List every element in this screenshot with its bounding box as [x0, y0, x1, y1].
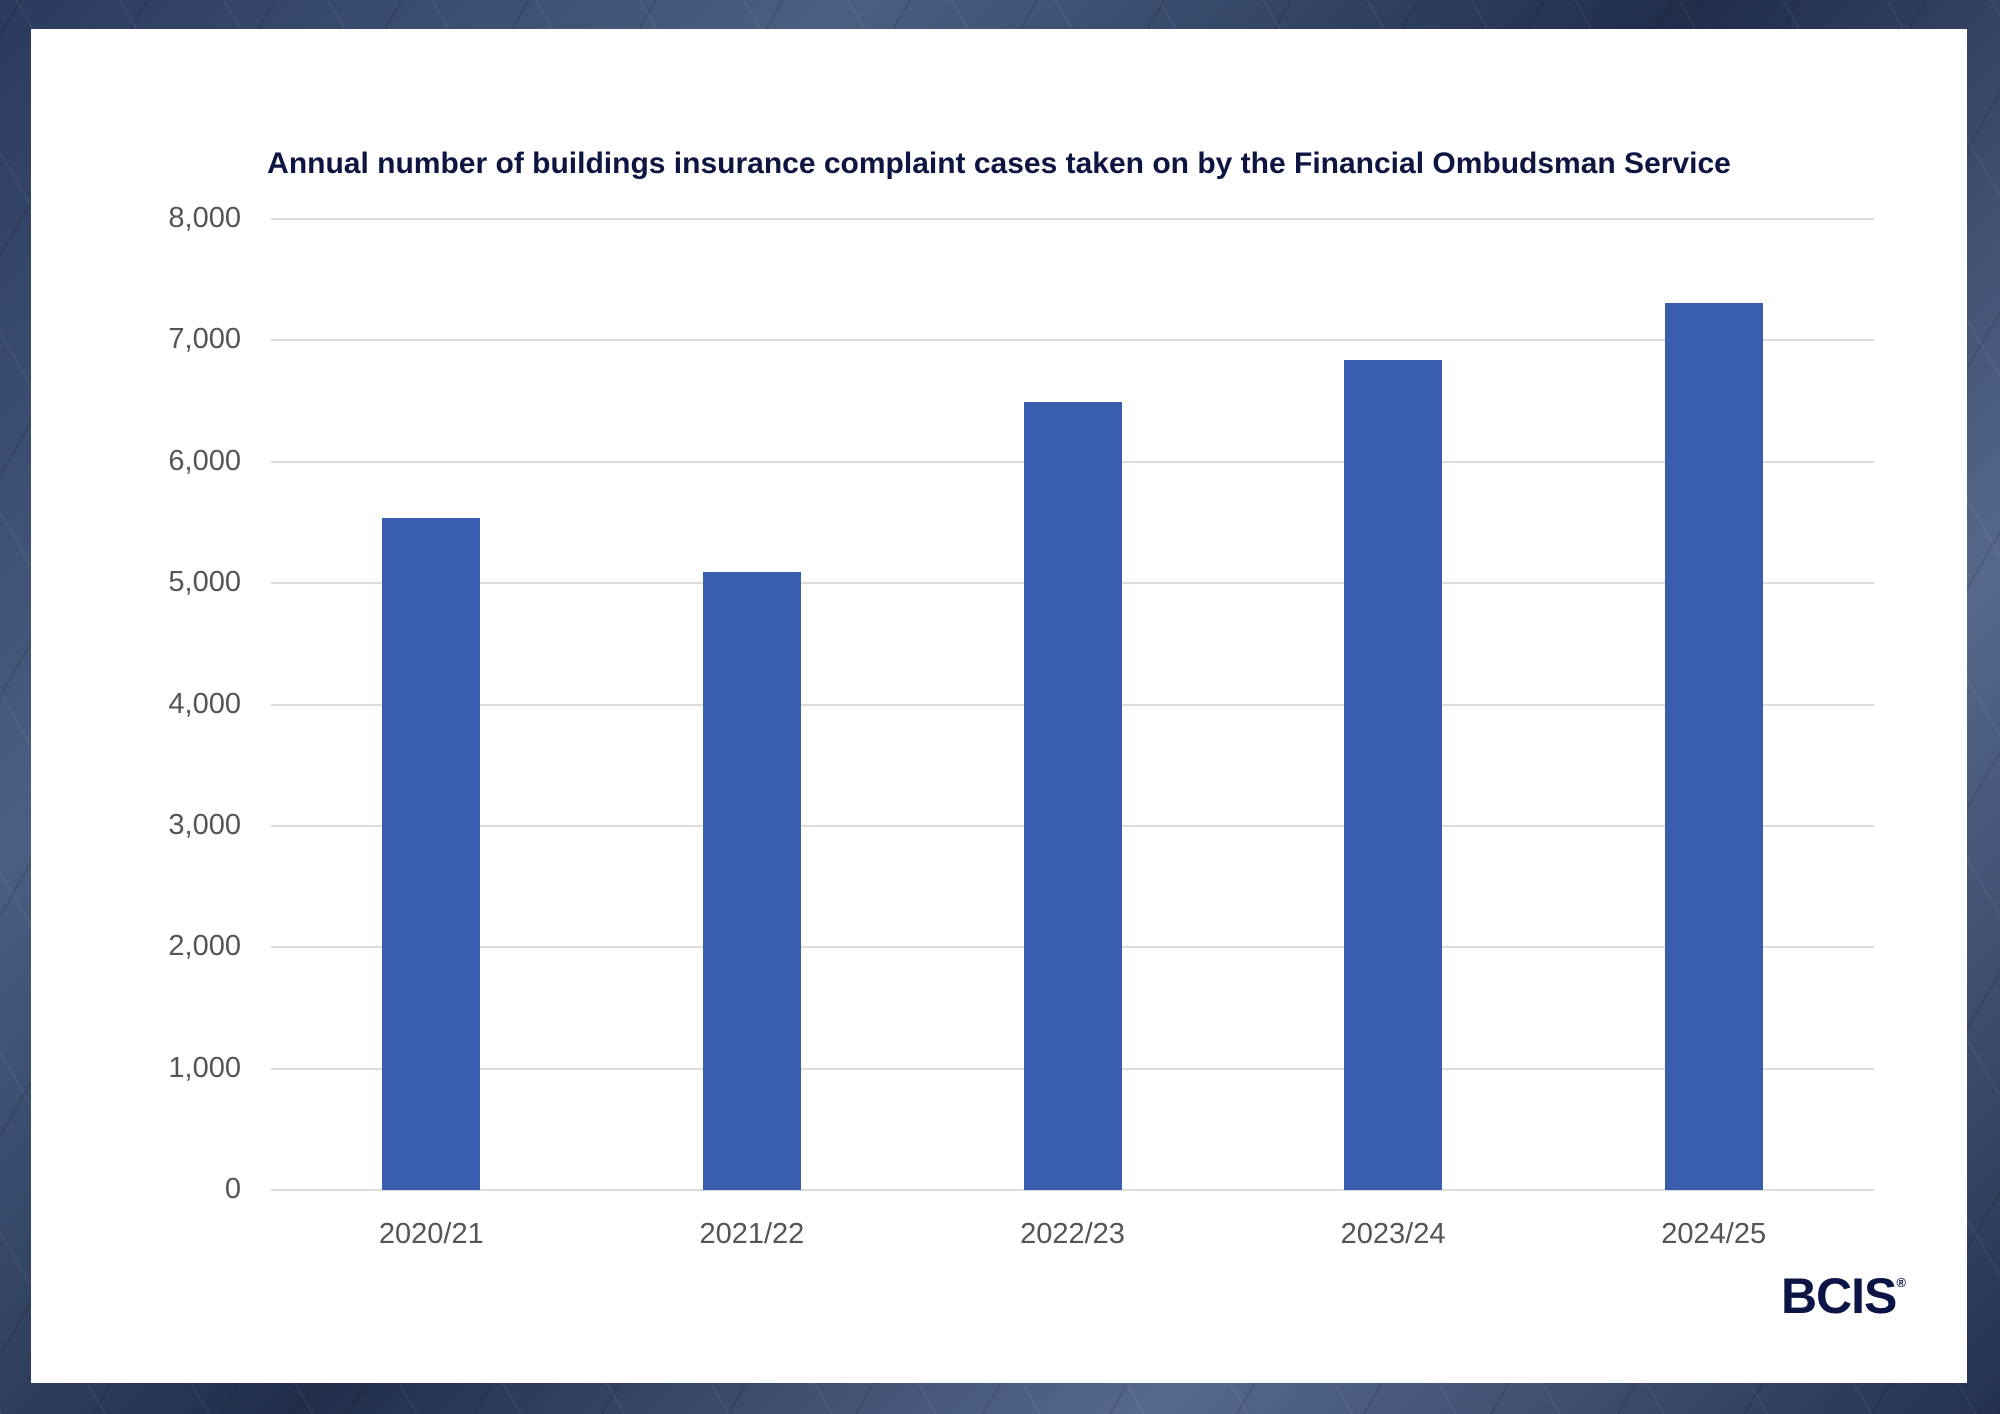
bar-2024-25[interactable] [1664, 302, 1763, 1190]
y-tick-label: 3,000 [168, 808, 241, 841]
gridline [271, 339, 1874, 342]
plot-area: 0 1,000 2,000 3,000 4,000 5,000 6,000 7,000 8,00… [168, 202, 1874, 1250]
y-tick-label: 5,000 [168, 566, 241, 599]
chart-card: Annual number of buildings insurance com… [31, 29, 1967, 1383]
y-tick-label: 2,000 [168, 930, 241, 963]
bar-2020-21[interactable] [382, 517, 481, 1190]
gridline [271, 218, 1874, 220]
gridline [271, 1189, 1874, 1191]
x-tick-label: 2020/21 [378, 1218, 484, 1250]
chart-title: Annual number of buildings insurance com… [267, 147, 1731, 180]
x-tick-label: 2021/22 [699, 1218, 805, 1250]
y-tick-label: 6,000 [168, 444, 241, 477]
bar-2021-22[interactable] [702, 572, 801, 1190]
y-tick-label: 8,000 [168, 202, 241, 234]
x-tick-label: 2023/24 [1340, 1218, 1446, 1250]
registered-mark: ® [1896, 1275, 1906, 1290]
y-tick-label: 0 [224, 1173, 241, 1205]
y-tick-label: 1,000 [168, 1051, 241, 1084]
x-tick-label: 2024/25 [1661, 1218, 1767, 1250]
y-tick-label: 4,000 [168, 687, 241, 720]
bar-2023-24[interactable] [1344, 359, 1443, 1190]
x-tick-label: 2022/23 [1020, 1218, 1125, 1250]
y-tick-label: 7,000 [168, 323, 241, 356]
logo-text: BCIS [1780, 1268, 1897, 1324]
bcis-logo: BCIS® [1780, 1267, 1906, 1325]
bar-2022-23[interactable] [1023, 402, 1122, 1190]
